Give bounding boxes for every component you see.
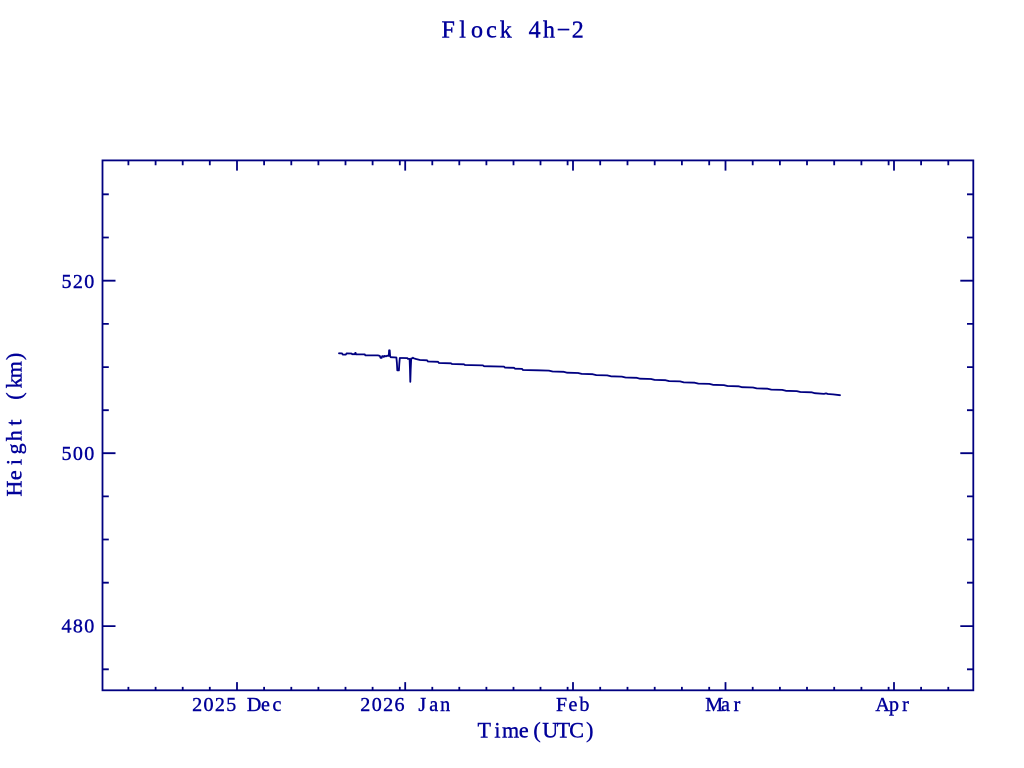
svg-text:k: k <box>2 377 27 388</box>
svg-text:J: J <box>418 694 426 716</box>
svg-text:c: c <box>486 18 497 44</box>
svg-text:c: c <box>272 694 281 716</box>
svg-text:0: 0 <box>73 443 83 465</box>
svg-text:i: i <box>2 459 27 465</box>
svg-text:k: k <box>500 18 512 44</box>
svg-text:t: t <box>2 419 27 425</box>
svg-text:F: F <box>442 18 455 44</box>
svg-text:e: e <box>519 717 529 742</box>
svg-text:2: 2 <box>73 271 83 293</box>
svg-text:C: C <box>569 717 584 742</box>
svg-text:r: r <box>902 694 909 716</box>
svg-text:h: h <box>543 18 555 44</box>
svg-text:0: 0 <box>84 271 94 293</box>
svg-text:h: h <box>2 430 27 441</box>
svg-text:0: 0 <box>204 694 214 716</box>
svg-text:0: 0 <box>372 694 382 716</box>
svg-text:4: 4 <box>529 18 541 44</box>
svg-text:8: 8 <box>73 616 83 638</box>
svg-text:F: F <box>556 694 567 716</box>
svg-text:): ) <box>2 353 27 360</box>
svg-text:l: l <box>459 18 466 44</box>
svg-text:U: U <box>542 717 558 742</box>
svg-text:(: ( <box>533 717 540 742</box>
svg-text:): ) <box>586 717 593 742</box>
svg-text:2: 2 <box>360 694 370 716</box>
svg-text:M: M <box>705 694 723 716</box>
svg-text:−: − <box>557 18 571 44</box>
svg-text:0: 0 <box>84 443 94 465</box>
svg-text:0: 0 <box>84 616 94 638</box>
svg-text:e: e <box>2 470 27 480</box>
svg-text:H: H <box>2 480 27 496</box>
svg-text:2: 2 <box>215 694 225 716</box>
svg-text:g: g <box>2 443 27 454</box>
svg-text:4: 4 <box>62 616 72 638</box>
svg-text:m: m <box>502 717 519 742</box>
svg-text:5: 5 <box>226 694 236 716</box>
svg-text:a: a <box>429 694 438 716</box>
svg-text:5: 5 <box>62 443 72 465</box>
svg-text:p: p <box>889 694 899 716</box>
svg-text:o: o <box>471 18 483 44</box>
svg-text:r: r <box>734 694 741 716</box>
svg-text:(: ( <box>2 392 27 399</box>
svg-text:e: e <box>261 694 270 716</box>
svg-text:5: 5 <box>62 271 72 293</box>
svg-text:2: 2 <box>192 694 202 716</box>
svg-text:e: e <box>569 694 578 716</box>
svg-text:m: m <box>2 361 27 378</box>
svg-text:T: T <box>477 717 491 742</box>
svg-text:T: T <box>557 717 571 742</box>
svg-text:A: A <box>875 694 890 716</box>
svg-text:2: 2 <box>572 18 584 44</box>
svg-text:2: 2 <box>383 694 393 716</box>
svg-text:6: 6 <box>395 694 405 716</box>
svg-text:a: a <box>721 694 730 716</box>
svg-text:D: D <box>247 694 261 716</box>
svg-text:i: i <box>494 717 500 742</box>
svg-text:b: b <box>579 694 589 716</box>
svg-text:n: n <box>440 694 450 716</box>
